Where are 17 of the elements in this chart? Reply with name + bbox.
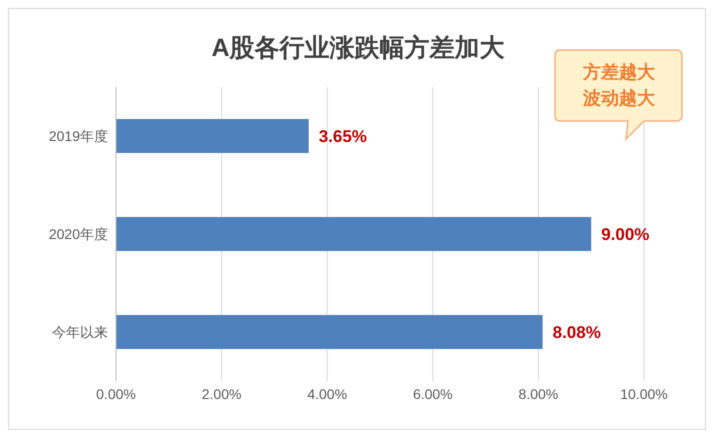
- data-label: 9.00%: [601, 225, 650, 244]
- y-tick-label: 2019年度: [48, 128, 108, 144]
- data-label: 3.65%: [318, 127, 367, 146]
- x-tick-label: 2.00%: [202, 386, 242, 402]
- bar: [116, 119, 309, 153]
- annotation: 方差越大波动越大: [582, 61, 656, 110]
- x-tick-label: 4.00%: [307, 386, 348, 402]
- bar: [116, 315, 543, 349]
- x-tick-label: 0.00%: [96, 386, 136, 402]
- y-tick-label: 今年以来: [52, 324, 108, 340]
- x-tick-label: 10.00%: [620, 386, 668, 402]
- bar: [116, 217, 592, 251]
- chart-title: A股各行业涨跌幅方差加大: [211, 34, 505, 62]
- y-tick-label: 2020年度: [48, 226, 108, 242]
- data-label: 8.08%: [552, 323, 601, 342]
- x-tick-label: 6.00%: [412, 386, 453, 402]
- x-tick-label: 8.00%: [518, 386, 558, 402]
